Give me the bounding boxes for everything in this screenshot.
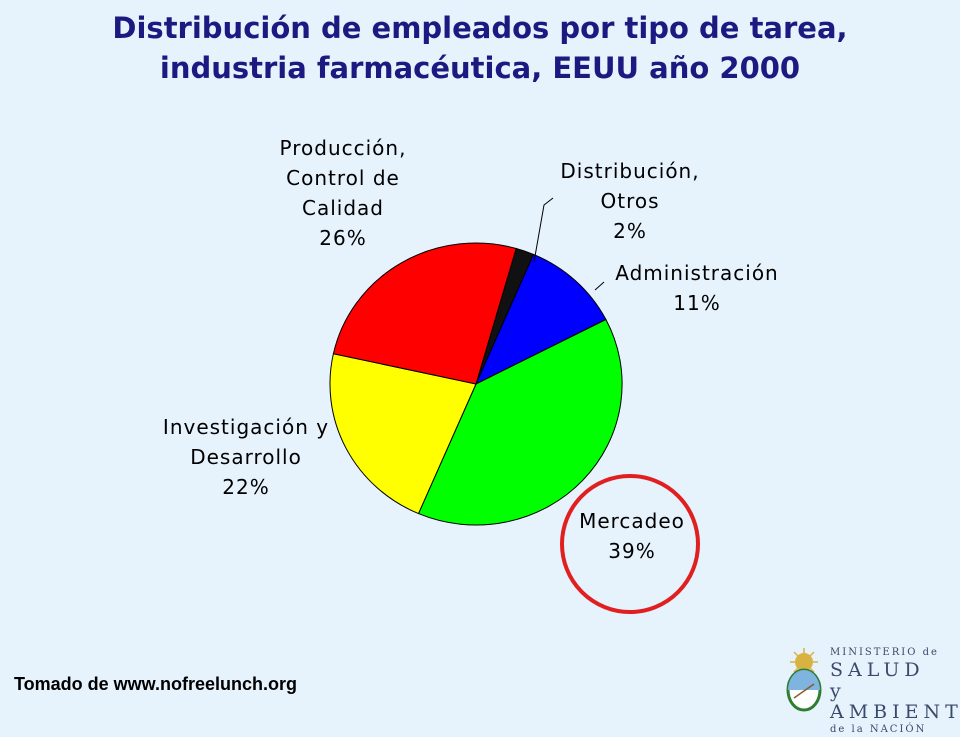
slice-label-line: 39% (608, 539, 655, 563)
logo-line-3: AMBIENTE (830, 701, 960, 723)
pie-slice-4 (329, 353, 477, 515)
logo-line-2: SALUD y (830, 659, 925, 702)
slice-label-line: Mercadeo (579, 509, 685, 533)
pie-slice-3 (417, 318, 623, 526)
title-line-2: industria farmacéutica, EEUU año 2000 (159, 51, 801, 85)
highlight-circle (560, 474, 700, 614)
slice-label-line: Control de (286, 166, 400, 190)
slice-label-line: Administración (615, 261, 779, 285)
source-note: Tomado de www.nofreelunch.org (14, 674, 298, 694)
slice-label-line: Producción, (280, 136, 407, 160)
ministry-logo: MINISTERIO de SALUD y AMBIENTE de la NAC… (780, 646, 960, 735)
slice-label-4: Investigación y Desarrollo 22% (163, 415, 329, 499)
title-line-1: Distribución de empleados por tipo de ta… (112, 11, 848, 45)
slice-label-line: 22% (222, 475, 269, 499)
slice-label-line: Desarrollo (190, 445, 302, 469)
slice-label-3: Mercadeo 39% (579, 509, 685, 563)
slice-label-2: Administración 11% (615, 261, 779, 315)
leader-line-2 (594, 281, 605, 291)
pie-slice-2 (474, 253, 607, 386)
logo-line-4: de la NACIÓN (830, 724, 927, 735)
slice-label-line: Otros (600, 189, 659, 213)
slice-label-line: 11% (673, 291, 720, 315)
slice-label-line: Calidad (302, 196, 384, 220)
chart-title: Distribución de empleados por tipo de ta… (0, 8, 960, 88)
pie-slice-5 (332, 242, 517, 385)
slice-label-line: 2% (613, 219, 647, 243)
coat-of-arms-icon (786, 648, 822, 712)
slice-label-line: 26% (319, 226, 366, 250)
slice-label-line: Investigación y (163, 415, 329, 439)
slice-label-5: Producción, Control de Calidad 26% (280, 136, 407, 250)
slice-label-line: Distribución, (560, 159, 699, 183)
pie-chart: Distribución, Otros 2% Administración 11% Mer… (163, 136, 779, 614)
logo-line-1: MINISTERIO de (830, 647, 939, 658)
leader-line-1 (533, 197, 554, 263)
slice-label-1: Distribución, Otros 2% (560, 159, 699, 243)
